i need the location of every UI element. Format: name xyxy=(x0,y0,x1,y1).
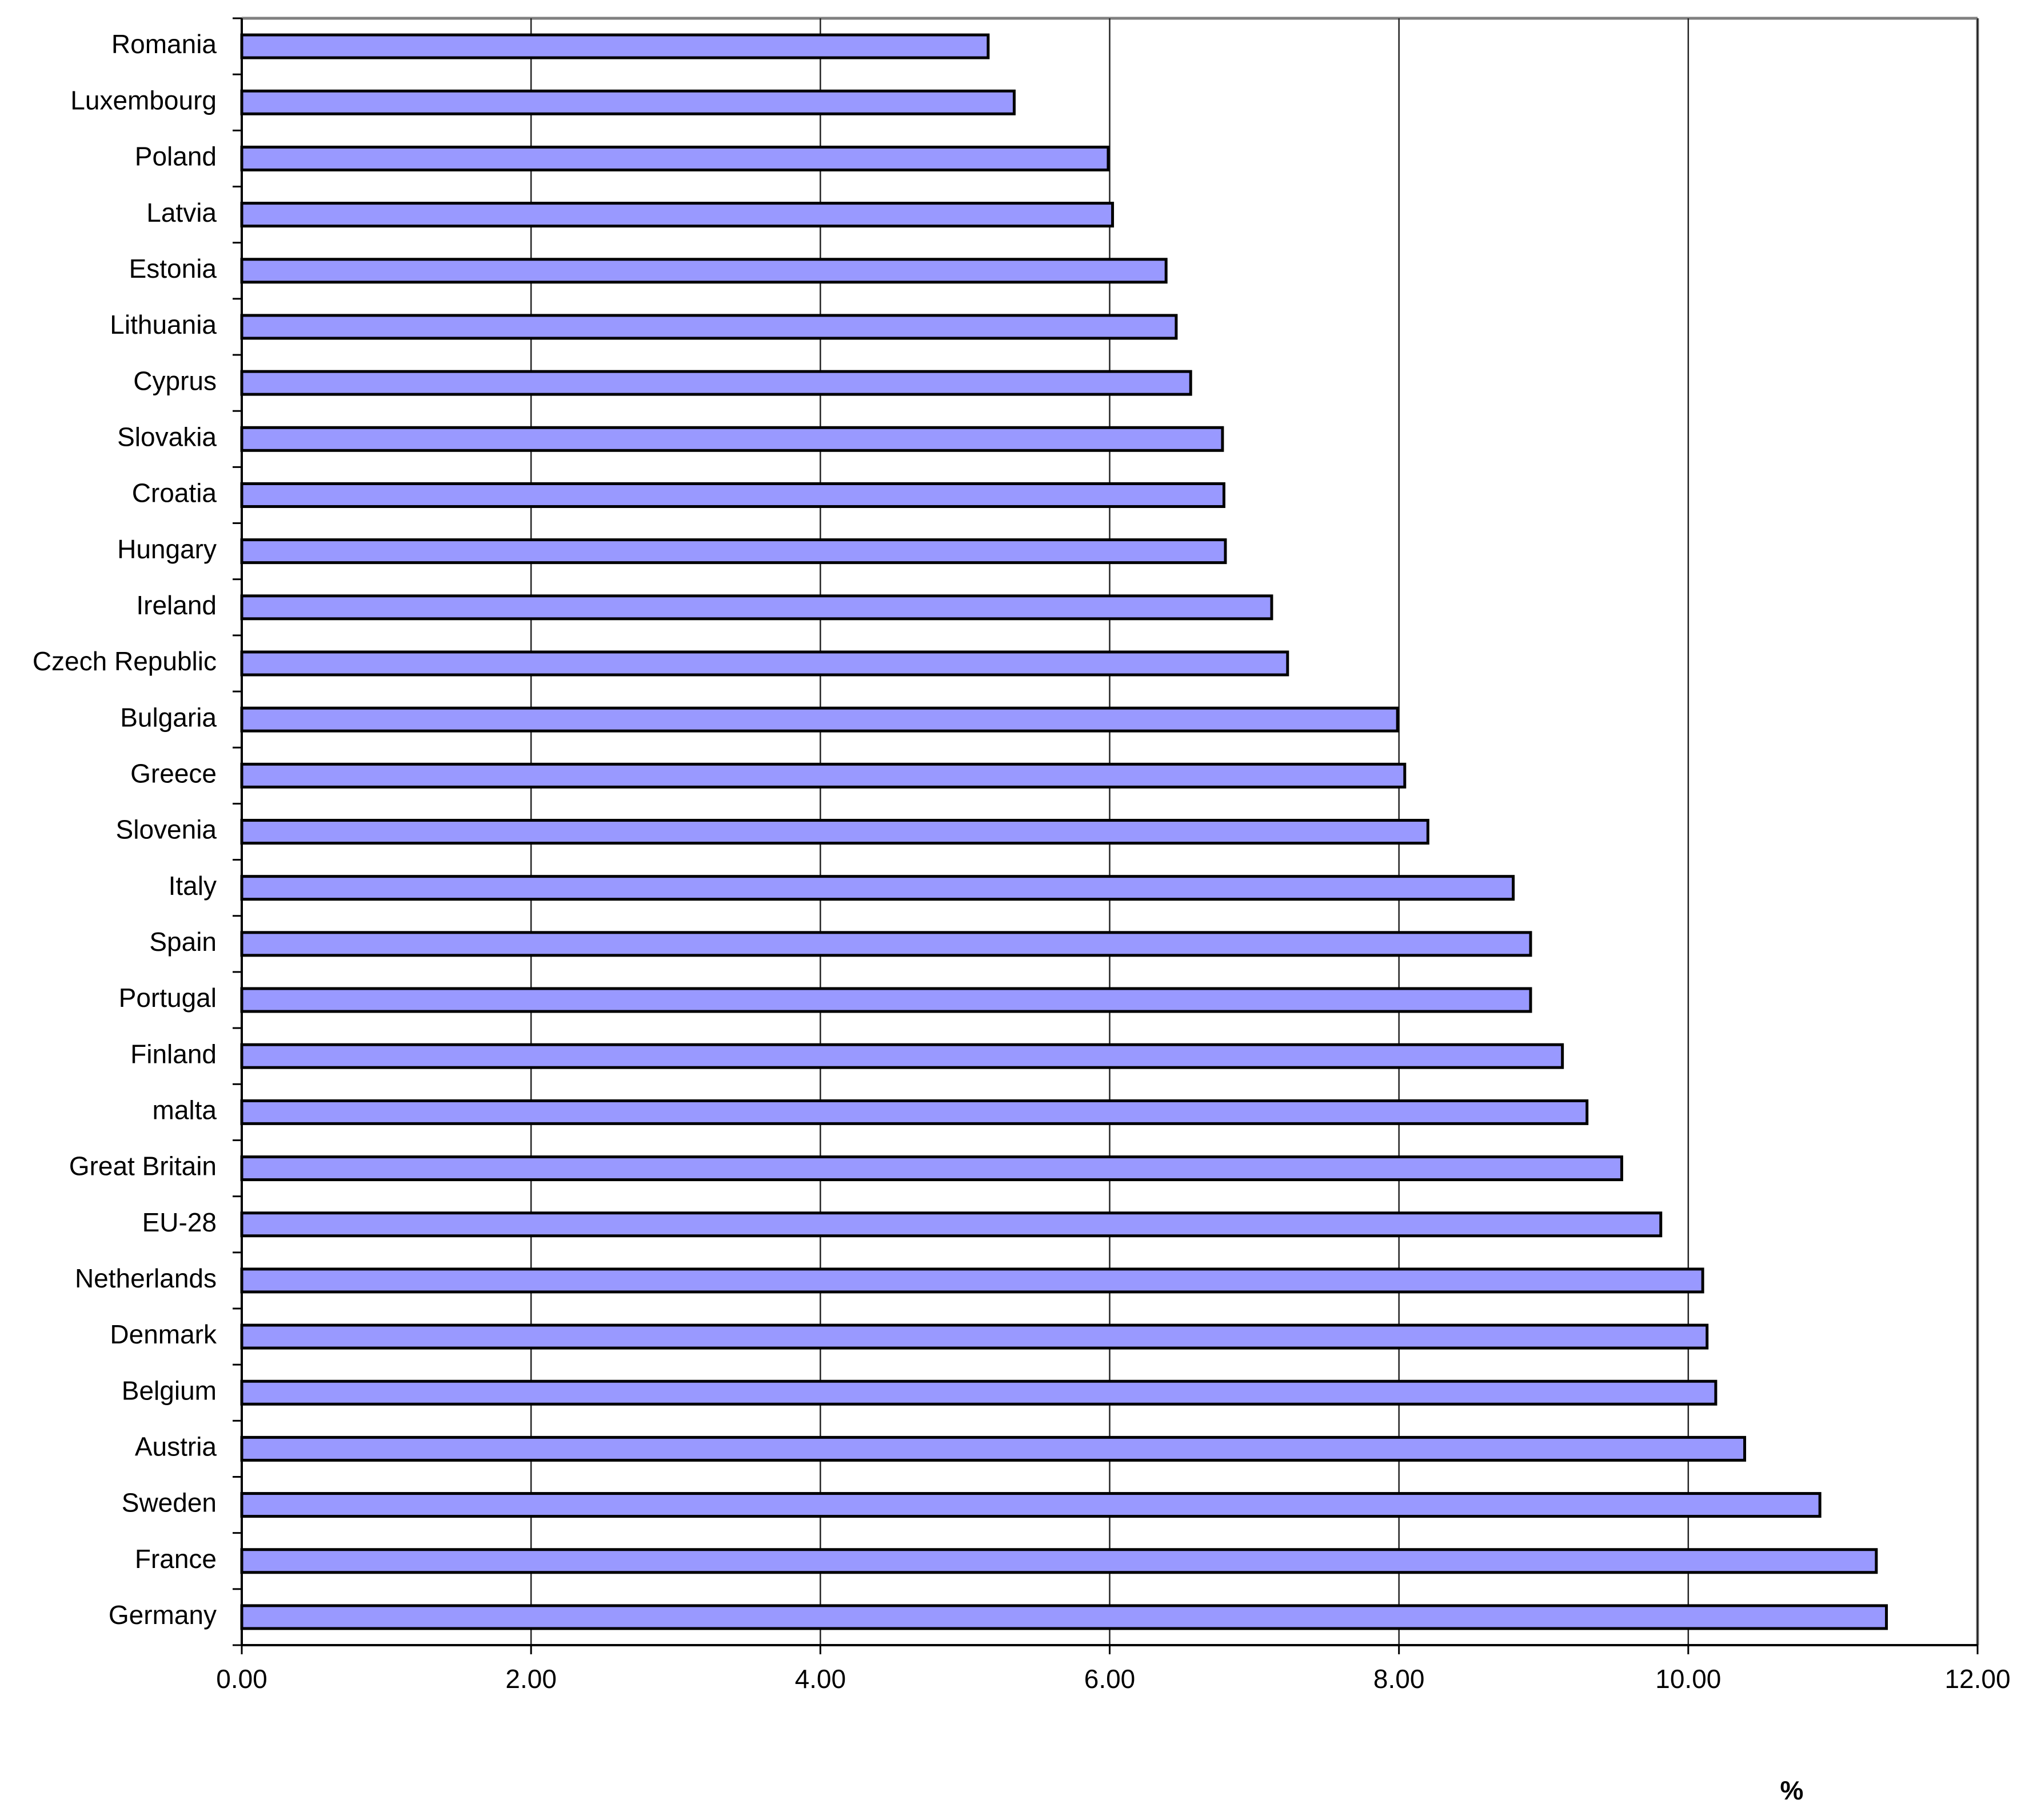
y-tick-label: Estonia xyxy=(129,254,217,283)
y-tick-label: Czech Republic xyxy=(33,646,217,676)
y-tick-label: Cyprus xyxy=(133,366,217,395)
bar xyxy=(240,314,1178,340)
bar xyxy=(240,1267,1704,1294)
bar xyxy=(240,819,1429,845)
y-tick-label: Poland xyxy=(135,142,217,171)
x-tick-label: 10.00 xyxy=(1655,1664,1721,1694)
y-tick-label: Finland xyxy=(130,1039,217,1069)
bar xyxy=(240,426,1224,452)
bar xyxy=(240,1435,1747,1462)
bar xyxy=(240,482,1225,508)
bar xyxy=(240,1211,1663,1238)
y-tick-label: Slovakia xyxy=(117,422,217,451)
bar xyxy=(240,931,1532,957)
y-tick-label: Hungary xyxy=(117,534,217,564)
y-tick-label: Austria xyxy=(135,1432,217,1462)
bar xyxy=(240,875,1515,901)
bar xyxy=(240,1043,1564,1069)
y-tick-label: Portugal xyxy=(119,983,217,1013)
bar xyxy=(240,987,1532,1013)
y-tick-label: Romania xyxy=(111,29,217,59)
bar xyxy=(240,258,1168,284)
y-tick-label: Belgium xyxy=(122,1375,217,1405)
x-tick-label: 6.00 xyxy=(1084,1664,1136,1694)
y-tick-label: Italy xyxy=(169,871,217,901)
y-tick-label: Luxembourg xyxy=(70,85,217,115)
x-tick-label: 4.00 xyxy=(795,1664,846,1694)
bar xyxy=(240,145,1110,171)
y-tick-label: malta xyxy=(153,1095,217,1125)
y-tick-label: France xyxy=(135,1544,217,1574)
y-tick-label: Germany xyxy=(109,1600,217,1630)
y-tick-label: Spain xyxy=(149,927,217,957)
bar xyxy=(240,89,1016,115)
y-tick-label: Latvia xyxy=(146,198,217,227)
bar xyxy=(240,33,990,59)
bar xyxy=(240,1323,1709,1350)
bar xyxy=(240,1604,1888,1630)
bar xyxy=(240,538,1227,565)
y-tick-label: Croatia xyxy=(132,478,217,508)
x-tick-label: 8.00 xyxy=(1373,1664,1425,1694)
y-tick-label: Netherlands xyxy=(75,1263,217,1293)
y-tick-label: EU-28 xyxy=(142,1207,217,1237)
y-tick-label: Denmark xyxy=(110,1319,217,1349)
bar xyxy=(240,1492,1822,1518)
y-tick-label: Sweden xyxy=(122,1488,217,1518)
bar xyxy=(240,1548,1878,1574)
y-tick-label: Greece xyxy=(130,758,217,788)
y-tick-label: Bulgaria xyxy=(120,702,217,732)
bar xyxy=(240,762,1407,789)
bar xyxy=(240,650,1289,677)
x-axis-label: % xyxy=(1780,1775,1804,1805)
bar xyxy=(240,1379,1718,1406)
bar xyxy=(240,370,1192,396)
bar xyxy=(240,706,1399,733)
y-tick-label: Ireland xyxy=(136,590,217,620)
x-tick-label: 12.00 xyxy=(1944,1664,2010,1694)
y-tick-label: Great Britain xyxy=(69,1151,217,1181)
x-tick-label: 2.00 xyxy=(505,1664,557,1694)
y-tick-label: Slovenia xyxy=(116,815,217,845)
bar xyxy=(240,594,1273,621)
x-tick-label: 0.00 xyxy=(216,1664,267,1694)
bar xyxy=(240,202,1115,228)
bar xyxy=(240,1155,1623,1182)
y-tick-label: Lithuania xyxy=(110,310,217,339)
bar xyxy=(240,1099,1589,1125)
